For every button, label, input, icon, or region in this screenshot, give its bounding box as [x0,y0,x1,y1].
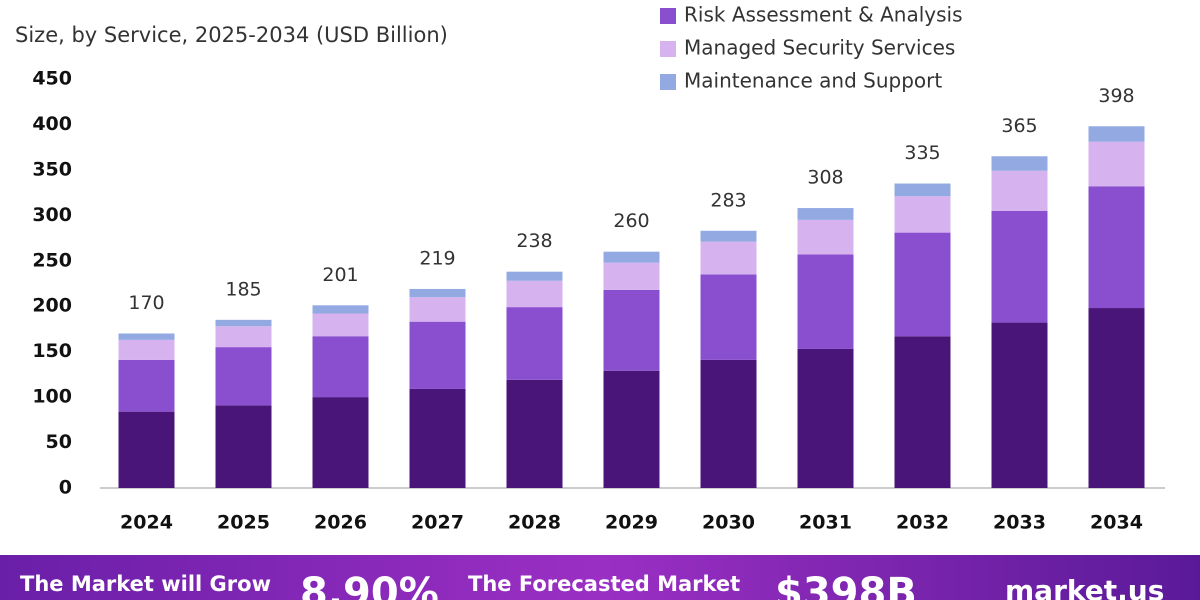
y-tick-label: 150 [32,340,72,362]
bar-segment [215,326,272,348]
legend-label: Managed Security Services [684,36,955,60]
bar-segment [215,405,272,488]
bar-segment [312,313,369,337]
bar-segment [215,347,272,406]
total-label: 170 [128,292,164,314]
bar-segment [506,307,563,380]
bar-segment [700,230,757,242]
x-tick-label: 2024 [120,512,173,534]
x-tick-label: 2026 [314,512,367,534]
bar-segment [118,333,175,340]
bar-segment [603,289,660,371]
bar-segment [1088,308,1145,488]
x-tick-label: 2028 [508,512,561,534]
y-tick-label: 0 [59,477,72,499]
bar-segment [603,370,660,488]
bar-segment [312,305,369,314]
bar-segment [991,170,1048,211]
y-tick-label: 50 [46,431,72,453]
banner-text: The Forecasted Market [468,572,740,596]
x-tick-label: 2030 [702,512,755,534]
x-tick-label: 2032 [896,512,949,534]
y-tick-label: 400 [32,113,72,135]
y-tick-label: 350 [32,158,72,180]
bar-segment [118,411,175,488]
total-label: 398 [1098,85,1134,107]
bar-segment [1088,186,1145,309]
y-tick-label: 200 [32,295,72,317]
x-tick-label: 2029 [605,512,658,534]
bar-segment [894,196,951,233]
x-tick-label: 2025 [217,512,270,534]
bar-segment [894,183,951,197]
bar-segment [991,156,1048,171]
bar-segment [312,397,369,488]
bar-segment [797,219,854,255]
legend-swatch [660,41,676,57]
legend-label: Maintenance and Support [684,69,942,93]
bar-segment [1088,126,1145,142]
bar-segment [797,254,854,349]
brand: market.us [1005,574,1164,600]
bar-segment [797,208,854,220]
total-label: 335 [904,142,940,164]
total-label: 185 [225,278,261,300]
bar-segment [409,288,466,298]
total-label: 365 [1001,115,1037,137]
legend-swatch [660,74,676,90]
y-tick-label: 250 [32,249,72,271]
bar-segment [894,336,951,488]
bar-segment [409,297,466,322]
bar-segment [312,336,369,398]
y-tick-label: 450 [32,68,72,90]
y-tick-label: 100 [32,386,72,408]
bar-segment [118,359,175,412]
legend-label: Risk Assessment & Analysis [684,3,963,27]
bar-segment [894,232,951,337]
x-tick-label: 2031 [799,512,852,534]
legend-swatch [660,8,676,24]
bar-segment [506,280,563,308]
total-label: 283 [710,189,746,211]
total-label: 219 [419,247,455,269]
bar-segment [603,262,660,290]
y-tick-label: 300 [32,204,72,226]
bar-segment [797,348,854,488]
bar-segment [118,339,175,360]
bar-segment [409,321,466,389]
banner-cagr: 8.90% [300,570,439,600]
banner [0,555,1200,600]
bar-segment [1088,141,1145,187]
bar-segment [991,210,1048,323]
x-tick-label: 2034 [1090,512,1143,534]
banner-value: $398B [775,570,917,600]
total-label: 201 [322,264,358,286]
bar-segment [215,319,272,327]
x-tick-label: 2033 [993,512,1046,534]
total-label: 260 [613,210,649,232]
bar-segment [700,359,757,488]
bar-segment [603,251,660,263]
banner-text: The Market will Grow [20,572,271,596]
total-label: 238 [516,230,552,252]
bar-segment [700,241,757,275]
bar-segment [409,388,466,488]
chart-subtitle: Size, by Service, 2025-2034 (USD Billion… [15,23,448,47]
bar-segment [506,379,563,488]
total-label: 308 [807,167,843,189]
bar-segment [991,322,1048,488]
bar-segment [506,271,563,281]
bar-segment [700,274,757,360]
x-tick-label: 2027 [411,512,464,534]
